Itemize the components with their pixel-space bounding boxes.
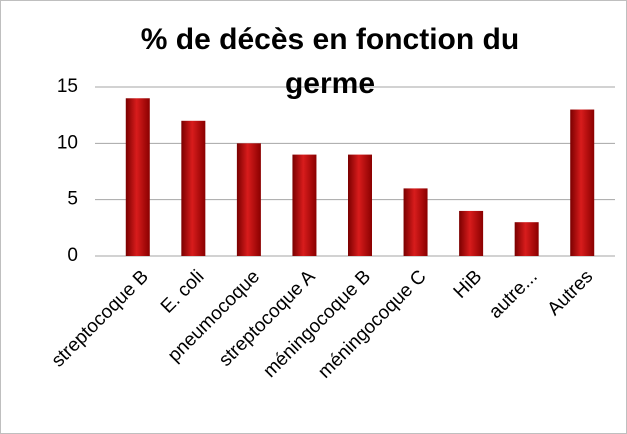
bar	[570, 109, 595, 257]
bar	[348, 154, 372, 256]
y-tick-label: 15	[57, 76, 78, 97]
bar	[514, 222, 539, 256]
bar	[292, 154, 317, 256]
y-tick-label: 10	[57, 132, 78, 153]
chart-title: % de décès en fonction du germe	[140, 23, 520, 100]
bar	[181, 120, 206, 256]
y-tick-label: 5	[67, 189, 78, 210]
bar	[236, 143, 261, 256]
bar	[125, 98, 150, 257]
bar	[403, 188, 428, 256]
bar	[459, 210, 484, 256]
y-tick-label: 0	[67, 245, 78, 266]
